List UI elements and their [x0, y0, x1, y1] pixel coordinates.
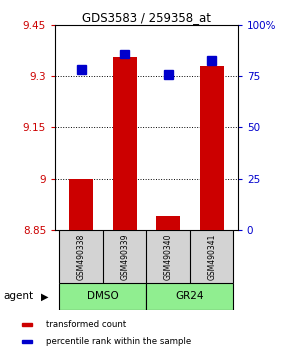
Text: percentile rank within the sample: percentile rank within the sample	[46, 337, 191, 346]
Bar	[156, 216, 180, 230]
Text: GSM490340: GSM490340	[164, 233, 173, 280]
Text: ▶: ▶	[41, 291, 49, 301]
Title: GDS3583 / 259358_at: GDS3583 / 259358_at	[82, 11, 211, 24]
Bar	[22, 340, 32, 343]
Text: GR24: GR24	[176, 291, 204, 302]
Text: DMSO: DMSO	[87, 291, 119, 302]
Text: transformed count: transformed count	[46, 320, 126, 329]
Bar	[200, 66, 224, 230]
Bar	[22, 323, 32, 326]
Bar	[146, 283, 233, 310]
FancyBboxPatch shape	[59, 230, 233, 283]
Bar	[59, 283, 146, 310]
Text: agent: agent	[3, 291, 33, 301]
Bar	[69, 179, 93, 230]
Bar	[207, 56, 216, 65]
Text: GSM490338: GSM490338	[77, 233, 86, 280]
Bar	[113, 57, 137, 230]
Bar	[120, 50, 129, 58]
Text: GSM490341: GSM490341	[207, 233, 216, 280]
Bar	[164, 70, 173, 79]
Bar	[77, 65, 86, 74]
Text: GSM490339: GSM490339	[120, 233, 129, 280]
